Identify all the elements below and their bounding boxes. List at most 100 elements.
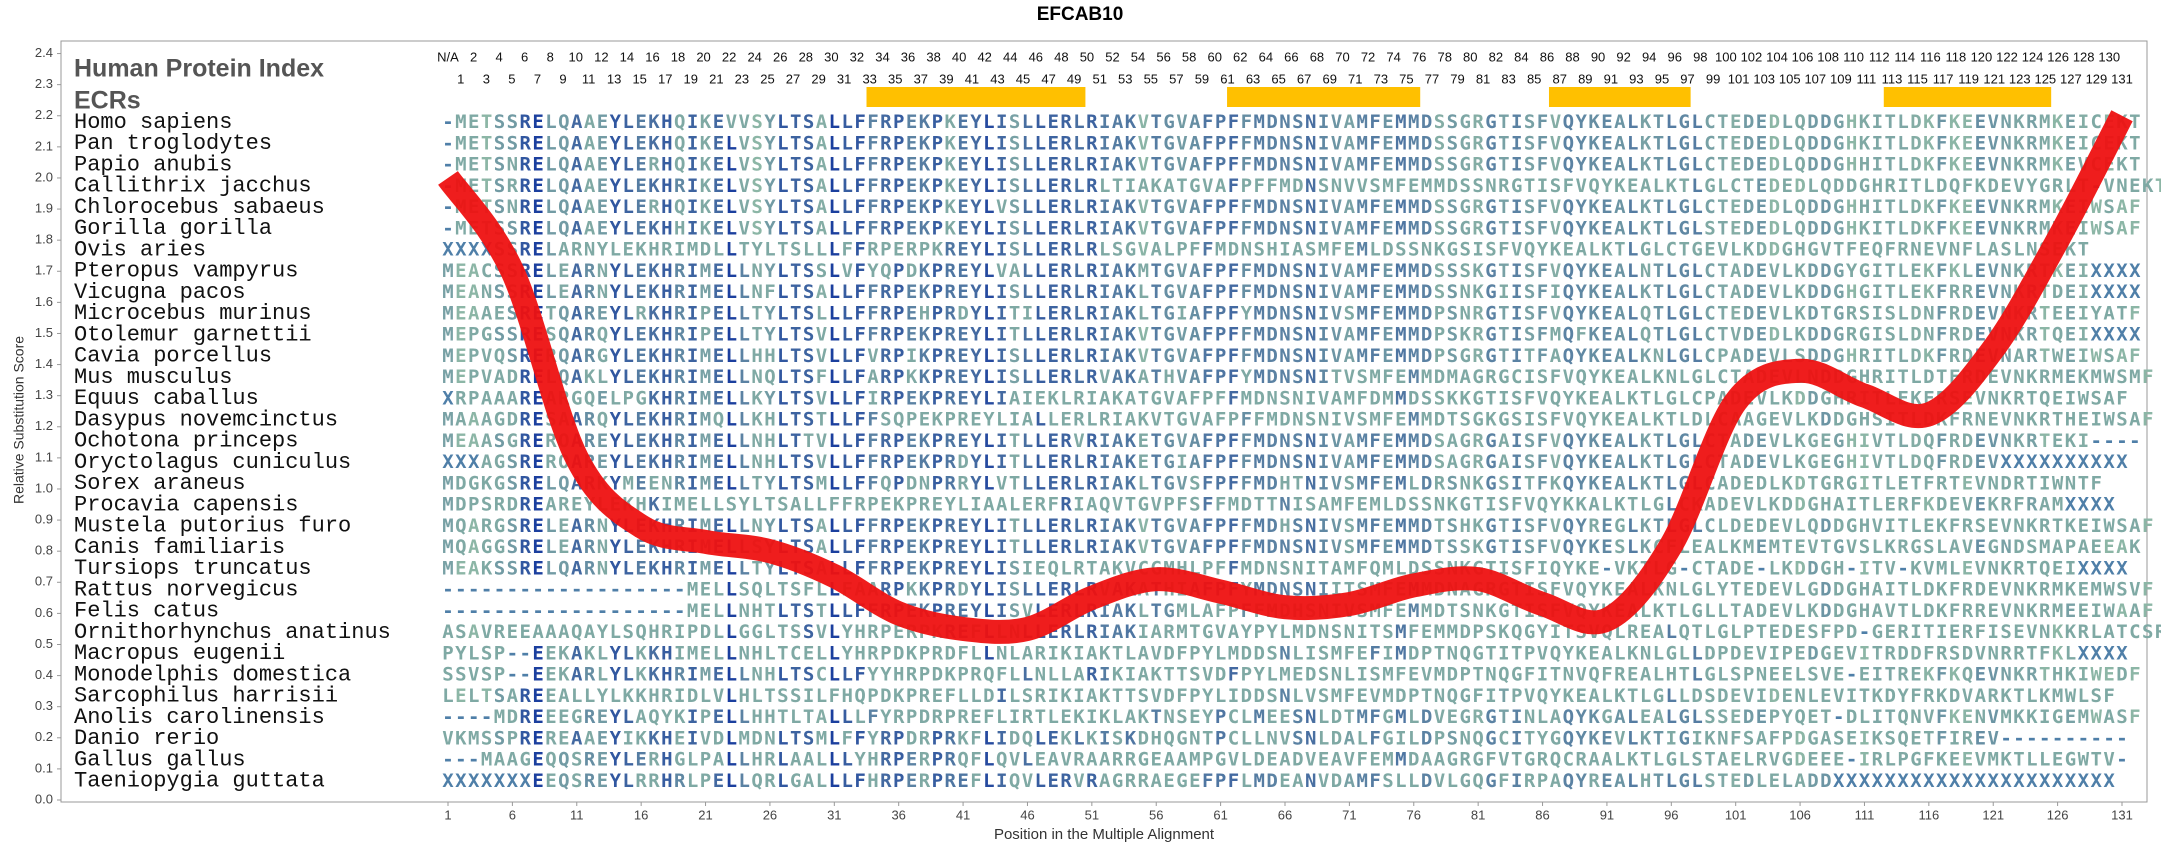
residue: F bbox=[1228, 769, 1239, 791]
residue: L bbox=[545, 557, 556, 579]
residue: L bbox=[726, 153, 737, 175]
residue: E bbox=[1563, 238, 1574, 260]
residue: E bbox=[532, 472, 543, 494]
residue: P bbox=[944, 408, 955, 430]
residue: A bbox=[1498, 451, 1510, 473]
residue: E bbox=[880, 493, 891, 515]
residue: R bbox=[970, 663, 982, 685]
residue: D bbox=[1421, 196, 1432, 218]
residue: D bbox=[1769, 238, 1780, 260]
residue: L bbox=[764, 238, 775, 260]
residue: H bbox=[661, 196, 672, 218]
residue: F bbox=[1936, 111, 1947, 133]
residue: I bbox=[996, 344, 1007, 366]
residue: I bbox=[1382, 642, 1393, 664]
residue: L bbox=[777, 599, 788, 621]
residue: Y bbox=[1537, 238, 1549, 260]
residue: E bbox=[1640, 706, 1651, 728]
residue: R bbox=[944, 557, 956, 579]
protein-index: 90 bbox=[1591, 49, 1605, 64]
residue: I bbox=[996, 323, 1007, 345]
residue: S bbox=[494, 196, 505, 218]
residue: R bbox=[880, 174, 892, 196]
residue: K bbox=[1588, 132, 1600, 154]
residue: F bbox=[1936, 323, 1947, 345]
residue: E bbox=[1382, 514, 1393, 536]
residue: T bbox=[1151, 472, 1162, 494]
residue: M bbox=[1254, 196, 1265, 218]
residue: N bbox=[1279, 344, 1290, 366]
residue: - bbox=[2091, 429, 2102, 451]
residue: R bbox=[1897, 238, 1909, 260]
residue: Q bbox=[1447, 684, 1458, 706]
residue: L bbox=[726, 174, 737, 196]
residue: P bbox=[893, 748, 904, 770]
residue: R bbox=[1086, 366, 1098, 388]
residue: R bbox=[584, 429, 596, 451]
residue: N bbox=[1266, 727, 1277, 749]
residue: Y bbox=[970, 259, 982, 281]
residue: K bbox=[919, 387, 931, 409]
residue: D bbox=[1421, 536, 1432, 558]
residue: G bbox=[1460, 217, 1471, 239]
residue: X bbox=[507, 769, 519, 791]
residue: H bbox=[751, 599, 762, 621]
residue: L bbox=[1189, 599, 1200, 621]
residue: E bbox=[1601, 196, 1612, 218]
residue: L bbox=[983, 344, 994, 366]
residue: L bbox=[1640, 493, 1651, 515]
residue: F bbox=[854, 302, 865, 324]
residue: Y bbox=[1202, 684, 1214, 706]
residue: P bbox=[932, 302, 943, 324]
residue: P bbox=[893, 472, 904, 494]
residue: S bbox=[1369, 663, 1380, 685]
residue: Y bbox=[1575, 196, 1587, 218]
residue: D bbox=[1266, 536, 1277, 558]
residue: V bbox=[816, 323, 827, 345]
residue: N bbox=[751, 429, 762, 451]
residue: D bbox=[1421, 153, 1432, 175]
residue: D bbox=[1254, 557, 1265, 579]
residue: D bbox=[700, 621, 711, 643]
residue: E bbox=[2065, 706, 2076, 728]
residue: A bbox=[571, 323, 583, 345]
protein-index: 50 bbox=[1080, 49, 1094, 64]
residue: L bbox=[1897, 281, 1908, 303]
residue: E bbox=[674, 727, 685, 749]
residue: N bbox=[1266, 557, 1277, 579]
residue: K bbox=[1640, 536, 1652, 558]
residue: L bbox=[1035, 281, 1046, 303]
residue: E bbox=[635, 153, 646, 175]
residue: - bbox=[2129, 429, 2140, 451]
residue: L bbox=[2065, 174, 2076, 196]
residue: L bbox=[751, 684, 762, 706]
residue: G bbox=[1163, 472, 1174, 494]
residue: L bbox=[1897, 132, 1908, 154]
residue: C bbox=[1704, 132, 1715, 154]
residue: E bbox=[1627, 174, 1638, 196]
residue: K bbox=[1949, 132, 1961, 154]
residue: Y bbox=[1575, 727, 1587, 749]
residue: P bbox=[1215, 323, 1226, 345]
residue: A bbox=[1022, 642, 1034, 664]
residue: - bbox=[442, 196, 453, 218]
residue: R bbox=[1125, 769, 1137, 791]
residue: Y bbox=[764, 196, 776, 218]
residue: V bbox=[1138, 536, 1149, 558]
residue: A bbox=[1189, 366, 1201, 388]
residue: M bbox=[494, 706, 505, 728]
residue: L bbox=[1627, 451, 1638, 473]
residue: D bbox=[1305, 663, 1316, 685]
residue: A bbox=[1447, 451, 1459, 473]
residue: K bbox=[635, 684, 647, 706]
residue: R bbox=[455, 387, 467, 409]
residue: E bbox=[1769, 599, 1780, 621]
residue: M bbox=[1357, 132, 1368, 154]
residue: R bbox=[635, 769, 647, 791]
residue: - bbox=[597, 599, 608, 621]
residue: L bbox=[816, 578, 827, 600]
residue: H bbox=[661, 132, 672, 154]
residue: F bbox=[854, 429, 865, 451]
residue: L bbox=[1704, 621, 1715, 643]
species-name: Equus caballus bbox=[74, 386, 259, 411]
